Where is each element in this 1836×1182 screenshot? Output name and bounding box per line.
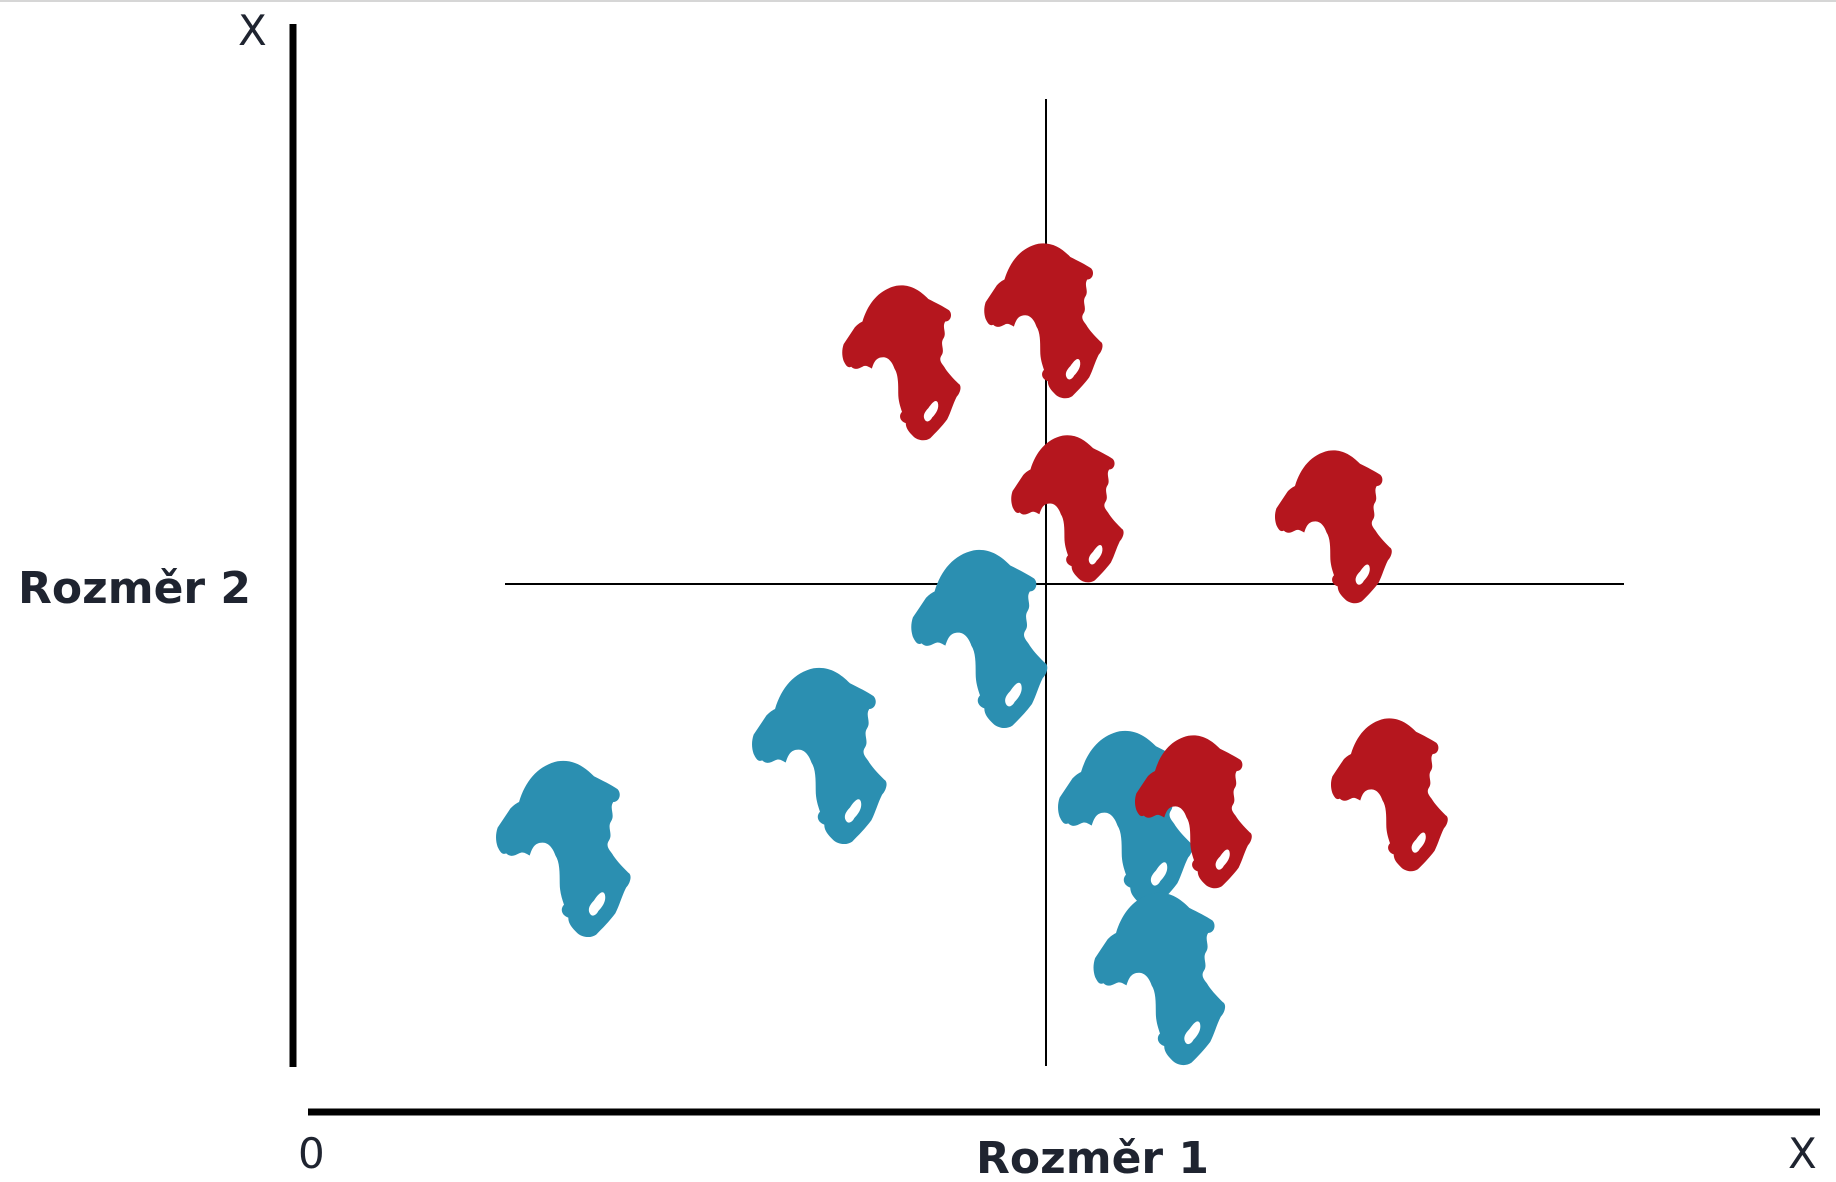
- pelvis-bone-icon: [1330, 718, 1448, 872]
- pelvis-bone-icon: [842, 285, 961, 441]
- top-border: [0, 0, 1836, 2]
- y-axis-title: Rozměr 2: [18, 563, 251, 614]
- x-axis-title: Rozměr 1: [976, 1133, 1209, 1182]
- blue-specimens: [496, 549, 1226, 1066]
- pelvis-bone-icon: [1011, 435, 1124, 583]
- pelvis-bone-icon: [496, 760, 631, 938]
- y-axis-max-label: X: [238, 6, 267, 55]
- pelvis-bone-icon: [1093, 892, 1226, 1066]
- pelvis-bone-icon: [984, 243, 1103, 399]
- red-specimens: [842, 243, 1448, 889]
- x-axis-max-label: X: [1788, 1129, 1817, 1178]
- origin-label: 0: [298, 1129, 325, 1178]
- pelvis-bone-icon: [1274, 450, 1392, 604]
- pelvis-bone-icon: [911, 549, 1048, 729]
- pelvis-bone-icon: [752, 667, 887, 845]
